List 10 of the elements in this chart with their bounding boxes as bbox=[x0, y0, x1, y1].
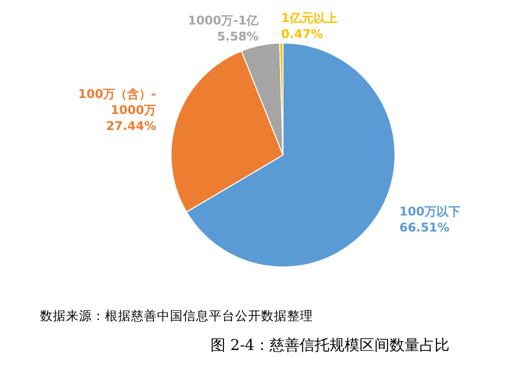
slice-label: 1亿元以上 bbox=[281, 11, 338, 26]
source-note: 数据来源：根据慈善中国信息平台公开数据整理 bbox=[40, 308, 313, 323]
slice-label: 1000万-1亿 bbox=[188, 14, 260, 28]
data-label: 5.58% bbox=[216, 30, 259, 44]
slice-label: 100万（含）-1000万 bbox=[78, 86, 156, 117]
slice-label: 100万以下 bbox=[399, 204, 460, 218]
data-label: 66.51% bbox=[399, 220, 450, 234]
data-label: 0.47% bbox=[281, 27, 323, 42]
text: 图 2-4：慈善信托规模区间数量占比 bbox=[210, 336, 450, 354]
data-label: 27.44% bbox=[106, 118, 156, 133]
